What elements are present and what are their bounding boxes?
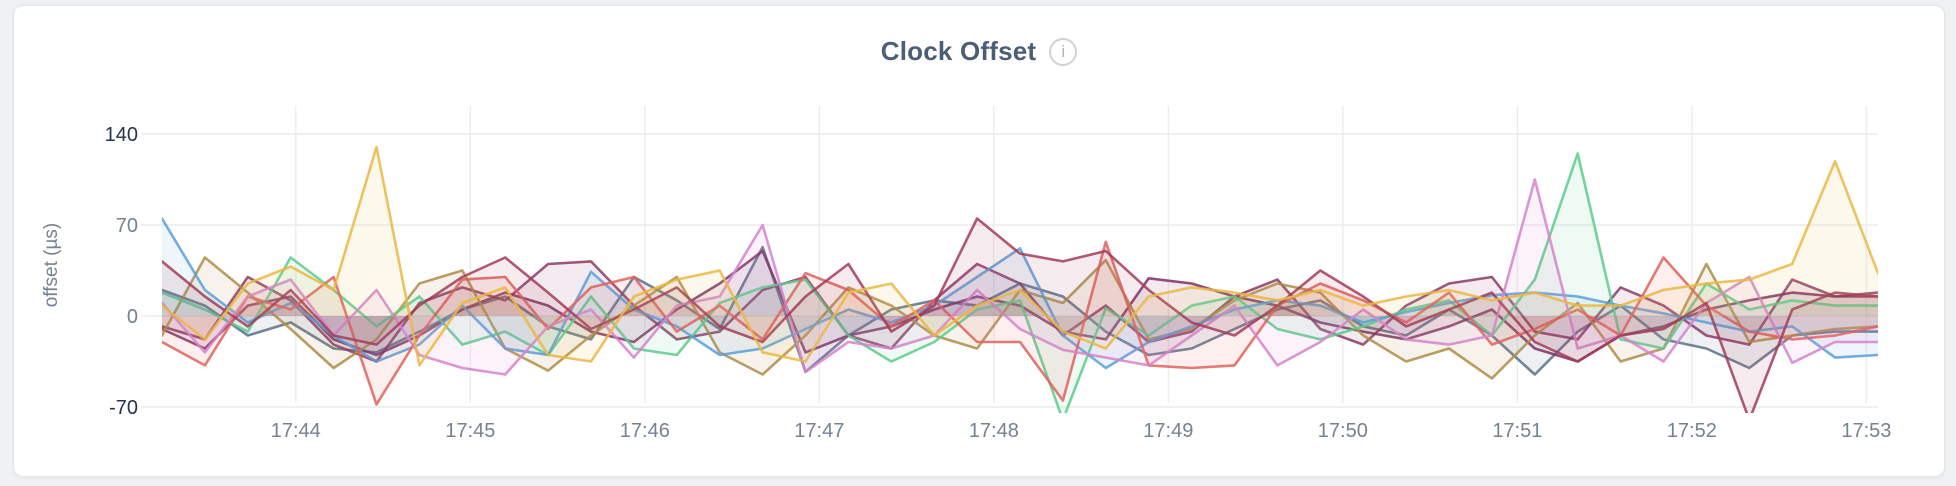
area-series-blue [162, 218, 1878, 368]
area-series-green [162, 153, 1878, 413]
plot-area [162, 145, 1878, 413]
x-tick-label: 17:52 [1667, 420, 1717, 442]
line-series-blue [162, 217, 1878, 370]
y-tick-label: 0 [127, 306, 138, 328]
line-series-gold [162, 145, 1878, 367]
x-tick-label: 17:53 [1841, 420, 1891, 442]
y-axis-title: offset (µs) [41, 223, 62, 308]
chart-title: Clock Offset [880, 36, 1037, 66]
chart-card [13, 5, 1945, 477]
line-series-maroon [162, 217, 1878, 413]
area-series-slate [162, 247, 1878, 375]
area-series-gold [162, 147, 1878, 366]
line-series-orchid [162, 178, 1878, 376]
info-icon-glyph: i [1061, 41, 1066, 61]
area-series-orchid [162, 179, 1878, 375]
x-tick-label: 17:44 [271, 420, 321, 442]
area-series-salmon [162, 241, 1878, 405]
info-icon[interactable]: i [1049, 37, 1078, 66]
line-series-salmon [162, 240, 1878, 406]
area-series-maroon [162, 218, 1878, 413]
x-tick-label: 17:51 [1492, 420, 1542, 442]
x-tick-label: 17:46 [620, 420, 670, 442]
x-tick-label: 17:48 [969, 420, 1019, 442]
line-series-green [162, 152, 1878, 413]
chart-header: Clock Offset i [13, 36, 1945, 67]
x-tick-label: 17:50 [1318, 420, 1368, 442]
x-tick-label: 17:45 [445, 420, 495, 442]
x-tick-label: 17:47 [794, 420, 844, 442]
y-tick-label: 140 [105, 124, 138, 146]
x-tick-label: 17:49 [1143, 420, 1193, 442]
y-tick-label: -70 [109, 397, 138, 419]
y-tick-label: 70 [116, 215, 138, 237]
